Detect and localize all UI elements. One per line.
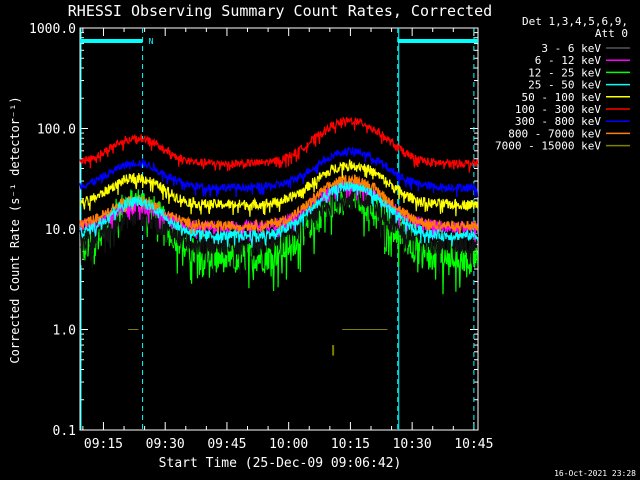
legend-label: 6 - 12 keV bbox=[535, 54, 602, 67]
chart-title: RHESSI Observing Summary Count Rates, Co… bbox=[68, 2, 492, 20]
night-flag-label: N bbox=[149, 37, 154, 46]
legend-label: 50 - 100 keV bbox=[522, 91, 602, 104]
legend-label: 100 - 300 keV bbox=[515, 103, 601, 116]
legend-label: 7000 - 15000 keV bbox=[495, 140, 601, 153]
y-tick-label: 1000.0 bbox=[29, 22, 76, 37]
x-tick-label: 10:30 bbox=[393, 437, 432, 452]
x-tick-label: 09:30 bbox=[146, 437, 185, 452]
x-axis-label: Start Time (25-Dec-09 09:06:42) bbox=[159, 456, 402, 471]
legend-label: 12 - 25 keV bbox=[528, 66, 601, 79]
x-tick-label: 10:00 bbox=[269, 437, 308, 452]
y-tick-label: 10.0 bbox=[45, 223, 76, 238]
plot-area: 1000.0 100.0 10.0 1.0 0.1 09:15 09:30 09:45 10:0… bbox=[29, 22, 493, 452]
legend-label: 25 - 50 keV bbox=[528, 79, 601, 92]
x-tick-label: 09:15 bbox=[84, 437, 123, 452]
series-line-100-300keV bbox=[79, 115, 479, 173]
x-tick-label: 10:15 bbox=[331, 437, 370, 452]
series-line-50-100keV bbox=[79, 159, 479, 217]
legend-header: Det 1,3,4,5,6,9, bbox=[522, 15, 628, 28]
y-axis-label: Corrected Count Rate (s⁻¹ detector⁻¹) bbox=[8, 96, 22, 363]
x-tick-label: 10:45 bbox=[454, 437, 493, 452]
series-line-25-50keV bbox=[79, 181, 479, 248]
x-tick-label: 09:45 bbox=[207, 437, 246, 452]
legend-label: 800 - 7000 keV bbox=[508, 127, 601, 140]
legend-label: 3 - 6 keV bbox=[541, 42, 601, 55]
series-line-300-800keV bbox=[79, 146, 479, 198]
y-tick-label: 1.0 bbox=[53, 324, 76, 339]
legend-header: Att 0 bbox=[595, 27, 628, 40]
timestamp: 16-Oct-2021 23:28 bbox=[554, 469, 636, 478]
y-tick-label: 100.0 bbox=[37, 123, 76, 138]
legend-label: 300 - 800 keV bbox=[515, 115, 601, 128]
series-line-800-7000keV bbox=[79, 174, 479, 238]
y-tick-label: 0.1 bbox=[53, 424, 76, 439]
